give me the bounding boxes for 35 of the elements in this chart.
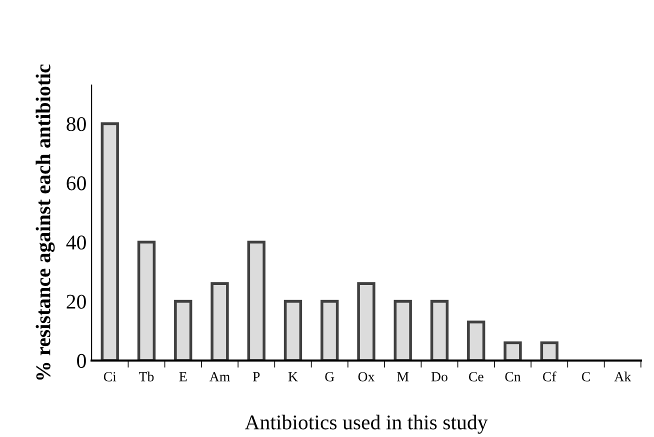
x-tick-label: Cf <box>542 371 556 382</box>
bar <box>357 282 376 361</box>
y-tick-label: 40 <box>66 235 86 250</box>
x-tick-label: C <box>582 372 590 382</box>
x-axis-title: Antibiotics used in this study <box>244 414 488 434</box>
x-tick-label: Ak <box>614 372 632 382</box>
y-axis-title: % resistance against each antibiotic <box>36 64 55 380</box>
bar <box>320 300 339 361</box>
y-tick-label: 0 <box>77 354 86 368</box>
bar <box>137 240 156 361</box>
x-tick-label: Am <box>209 372 230 382</box>
x-tick-label: Do <box>431 372 448 382</box>
x-tick-label: K <box>288 372 298 382</box>
x-tick-label: Tb <box>139 372 154 382</box>
bar <box>210 282 229 361</box>
y-tick-label: 20 <box>66 294 86 309</box>
y-tick-label: 60 <box>66 176 86 190</box>
bar <box>100 122 119 361</box>
x-tick-label: E <box>179 372 187 382</box>
bar <box>430 300 449 361</box>
x-tick-label: Ce <box>468 372 484 382</box>
x-tick-label: M <box>397 372 409 382</box>
x-tick-label: G <box>325 372 334 382</box>
bar <box>504 341 522 361</box>
bar <box>174 300 192 361</box>
x-tick-label: Ox <box>358 372 375 382</box>
bar <box>394 300 412 361</box>
bar <box>284 300 302 361</box>
x-tick-label: Ci <box>104 372 116 382</box>
bar <box>247 240 266 361</box>
y-tick-label: 80 <box>66 117 86 132</box>
bar <box>540 341 558 361</box>
x-tick-label: Cn <box>505 372 521 382</box>
bar <box>467 320 486 361</box>
x-tick-label: P <box>252 372 260 382</box>
